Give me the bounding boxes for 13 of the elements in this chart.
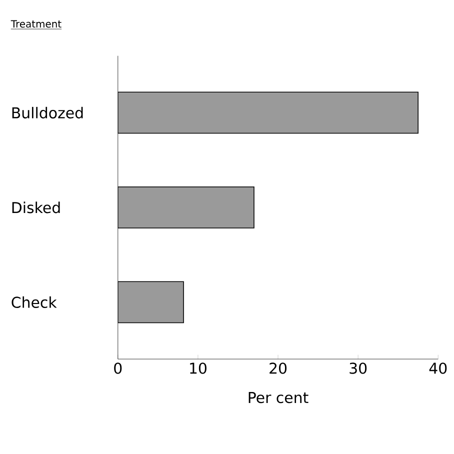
x-tick-label: 20 bbox=[270, 362, 287, 374]
y-tick-label: Bulldozed bbox=[12, 106, 83, 118]
y-axis-title: Treatment bbox=[10, 20, 62, 28]
x-tick-label: 0 bbox=[114, 362, 122, 374]
y-tick-label: Disked bbox=[12, 202, 60, 214]
bar bbox=[118, 281, 184, 324]
x-axis-title: Per cent bbox=[248, 392, 308, 404]
x-tick-label: 40 bbox=[429, 362, 447, 374]
x-tick-label: 30 bbox=[350, 362, 367, 374]
y-tick-label: Check bbox=[12, 296, 57, 308]
bar bbox=[118, 186, 254, 228]
bar bbox=[118, 92, 419, 134]
x-tick-label: 10 bbox=[190, 362, 206, 374]
